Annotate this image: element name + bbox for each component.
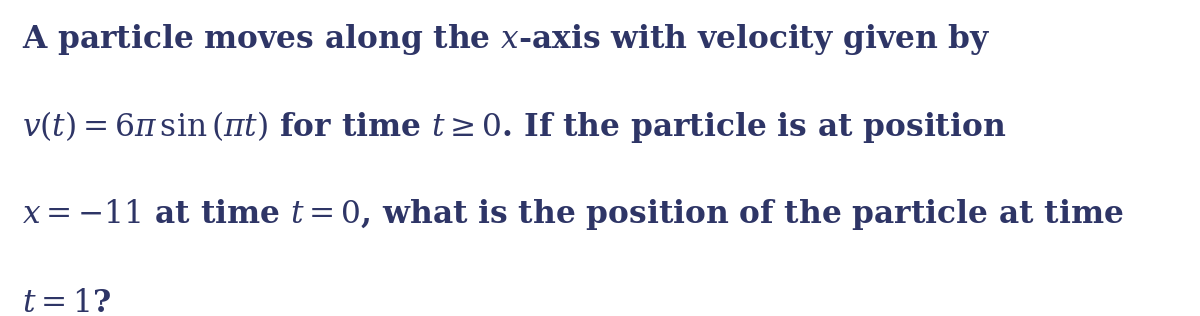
Text: $v(t) = 6\pi\,\mathrm{sin}\,(\pi t)$ for time $t \geq 0$. If the particle is at : $v(t) = 6\pi\,\mathrm{sin}\,(\pi t)$ for… — [22, 109, 1006, 145]
Text: $t = 1$?: $t = 1$? — [22, 288, 110, 316]
Text: $x = {-}11$ at time $t = 0$, what is the position of the particle at time: $x = {-}11$ at time $t = 0$, what is the… — [22, 198, 1123, 233]
Text: A particle moves along the $x$-axis with velocity given by: A particle moves along the $x$-axis with… — [22, 22, 990, 57]
